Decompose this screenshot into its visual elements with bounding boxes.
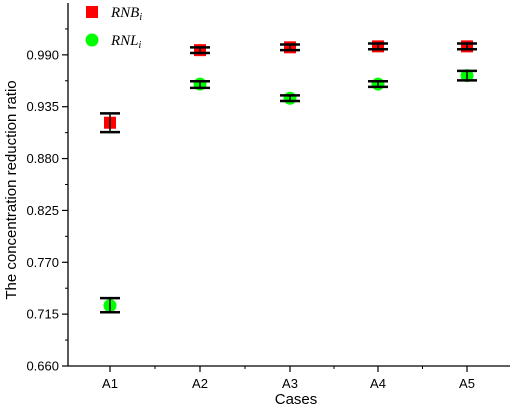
- x-tick-label: A1: [102, 376, 118, 391]
- legend: RNBi RNLi: [85, 5, 142, 51]
- legend-marker-rnl: [85, 33, 99, 47]
- legend-marker-rnb: [86, 6, 98, 18]
- x-axis-title: Cases: [275, 391, 318, 408]
- y-tick-label: 0.715: [26, 307, 59, 322]
- x-axis-ticks: A1 A2 A3 A4 A5: [102, 366, 475, 391]
- x-tick-label: A3: [282, 376, 298, 391]
- x-tick-label: A2: [192, 376, 208, 391]
- data-marks: [100, 40, 477, 314]
- y-tick-label: 0.660: [26, 359, 59, 374]
- x-tick-label: A5: [459, 376, 475, 391]
- y-tick-label: 0.935: [26, 99, 59, 114]
- y-tick-label: 0.880: [26, 151, 59, 166]
- axes: [67, 3, 510, 367]
- y-axis-ticks: 0.660 0.715 0.770 0.825 0.880 0.935 0.990: [26, 28, 68, 374]
- y-tick-label: 0.825: [26, 203, 59, 218]
- y-axis-title: The concentration reduction ratio: [3, 80, 20, 299]
- y-tick-label: 0.990: [26, 47, 59, 62]
- legend-label-rnl: RNLi: [110, 33, 142, 51]
- y-tick-label: 0.770: [26, 255, 59, 270]
- x-tick-label: A4: [370, 376, 386, 391]
- legend-label-rnb: RNBi: [110, 5, 142, 23]
